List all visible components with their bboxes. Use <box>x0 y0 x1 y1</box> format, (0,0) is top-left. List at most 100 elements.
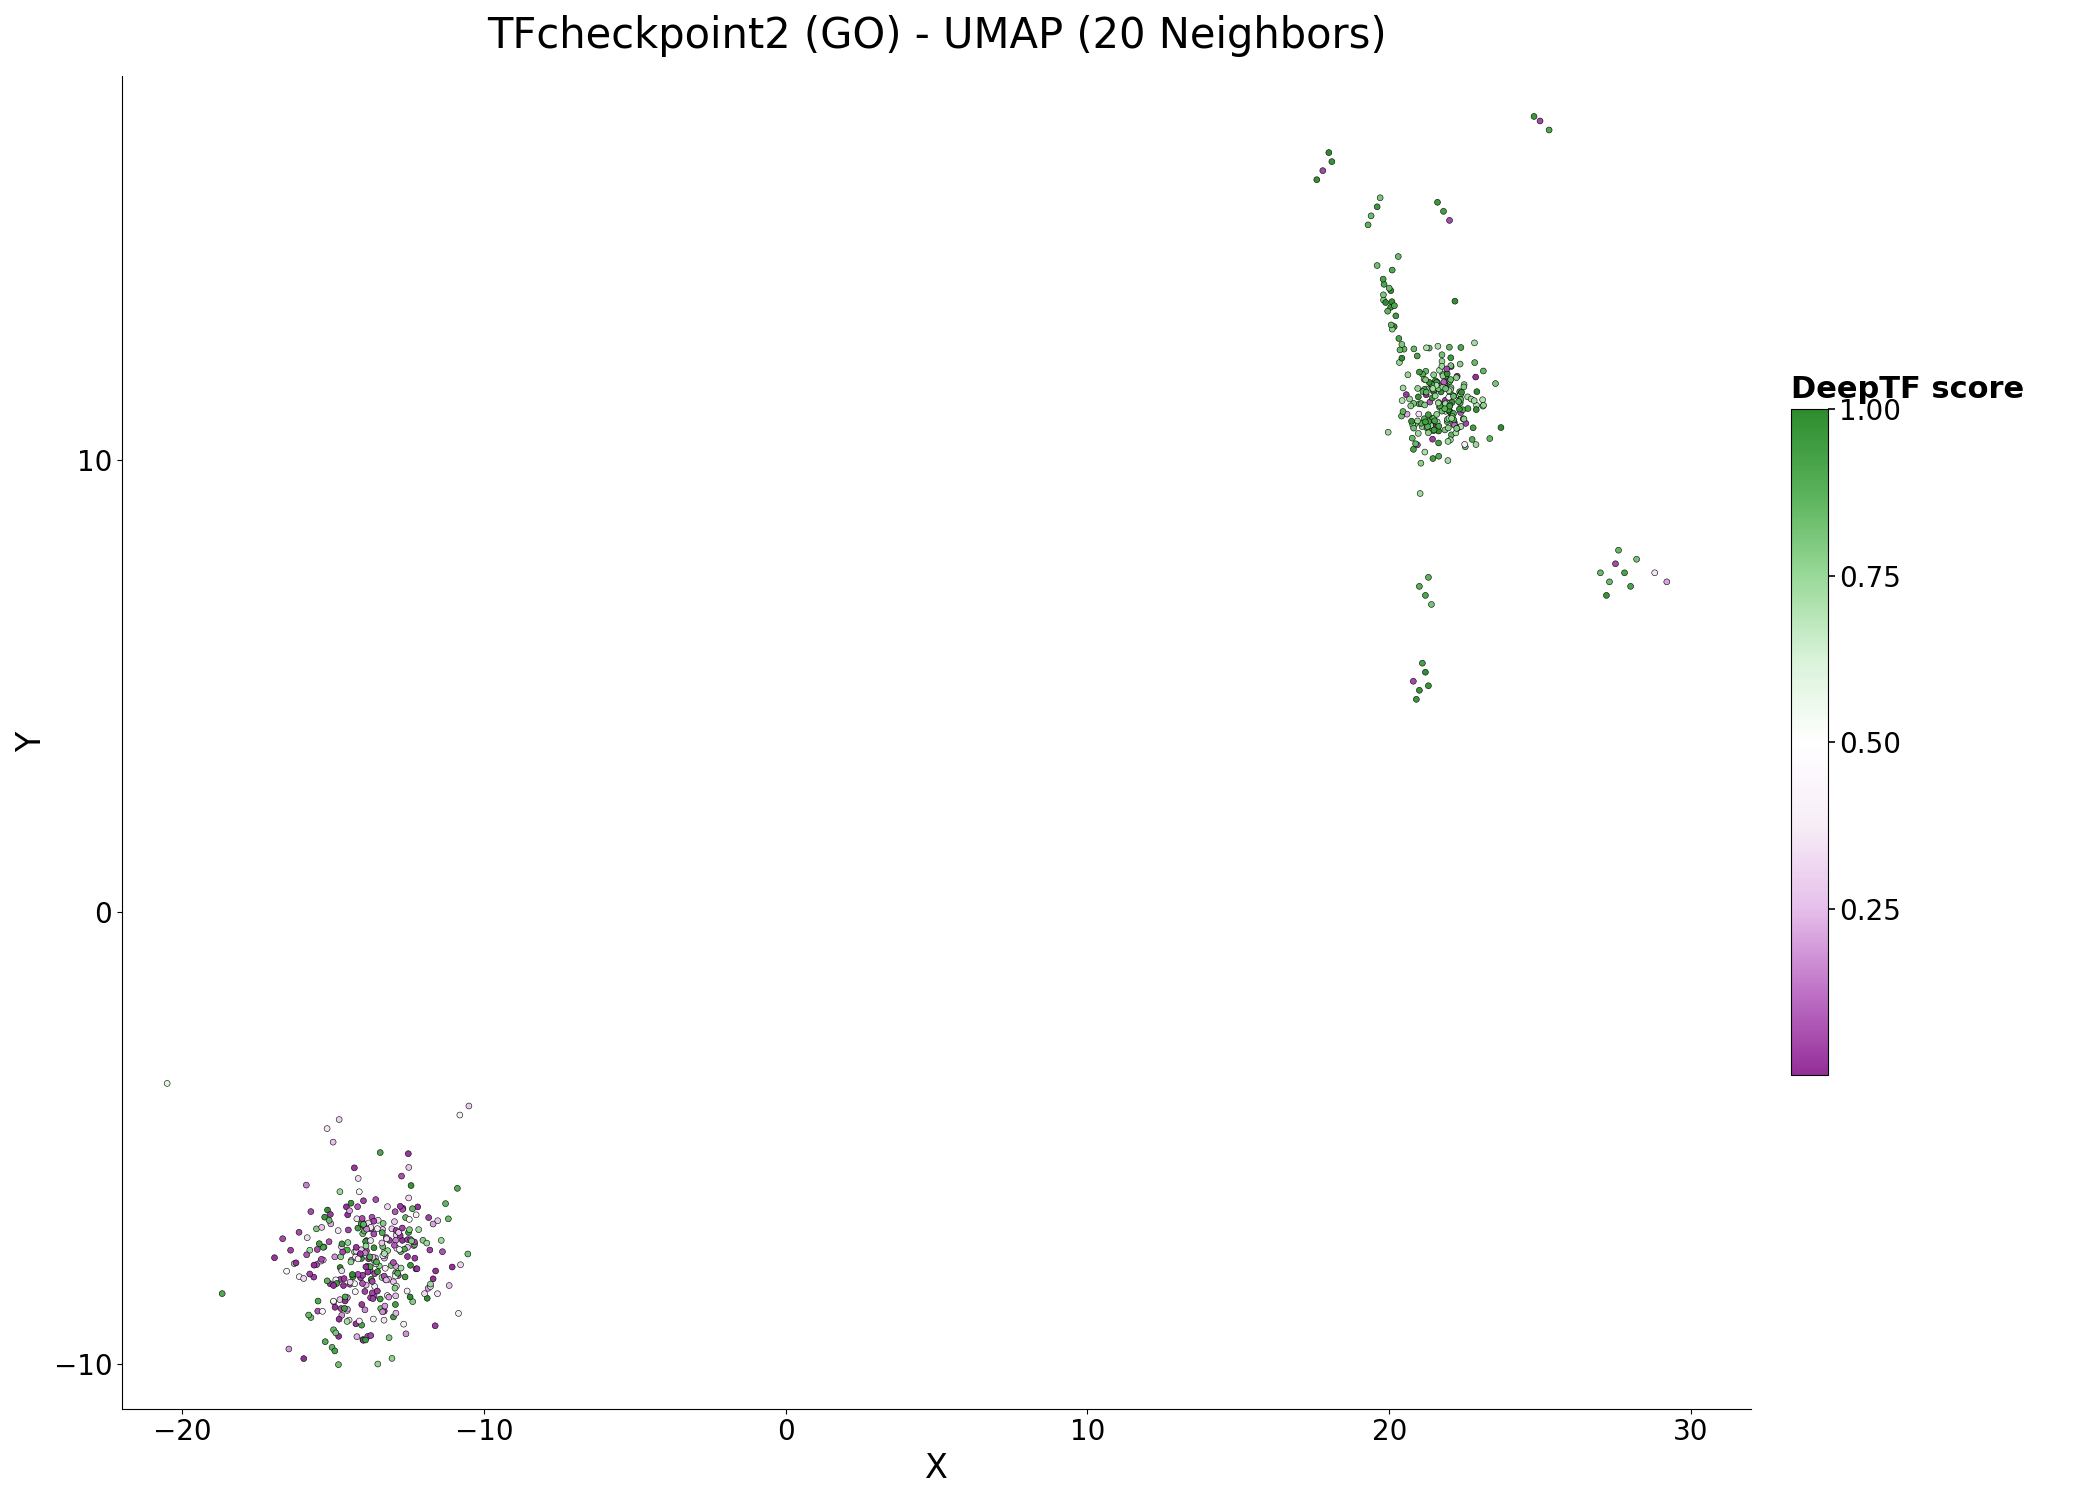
Point <box>1455 416 1489 440</box>
Point <box>1409 380 1443 404</box>
Point <box>1424 394 1457 418</box>
Text: DeepTF score: DeepTF score <box>1791 375 2024 404</box>
Point <box>1407 406 1441 430</box>
Point <box>317 1245 351 1269</box>
Point <box>365 1244 399 1268</box>
Point <box>1447 406 1480 430</box>
Point <box>384 1224 418 1248</box>
Point <box>151 1071 185 1095</box>
Point <box>353 1286 386 1310</box>
Point <box>363 1254 397 1278</box>
Point <box>359 1188 393 1212</box>
Point <box>424 1228 458 1252</box>
Point <box>1430 362 1464 386</box>
Point <box>326 1304 359 1328</box>
Point <box>359 1250 393 1274</box>
Point <box>1445 387 1478 411</box>
Point <box>378 1284 412 1308</box>
Point <box>294 1200 328 1224</box>
Point <box>1413 413 1447 436</box>
Point <box>380 1218 414 1242</box>
Point <box>433 1208 466 1231</box>
Point <box>323 1287 357 1311</box>
Point <box>340 1208 374 1231</box>
Point <box>365 1218 399 1242</box>
Point <box>307 1299 340 1323</box>
Point <box>344 1206 378 1230</box>
Point <box>346 1221 380 1245</box>
Point <box>351 1216 384 1240</box>
Point <box>357 1222 391 1246</box>
Point <box>330 1196 363 1219</box>
Point <box>382 1221 416 1245</box>
Point <box>1460 432 1493 456</box>
Point <box>353 1245 386 1269</box>
Point <box>1434 423 1468 447</box>
Point <box>1403 678 1436 702</box>
Point <box>368 1257 401 1281</box>
Point <box>1300 168 1334 192</box>
Point <box>365 1212 399 1236</box>
Point <box>1436 384 1470 408</box>
Point <box>1367 267 1401 291</box>
Point <box>1415 592 1449 616</box>
Point <box>1403 574 1436 598</box>
Point <box>1432 416 1466 440</box>
Point <box>1418 406 1451 430</box>
Point <box>370 1268 403 1292</box>
Point <box>349 1256 382 1280</box>
Point <box>426 1239 460 1263</box>
Point <box>313 1203 346 1227</box>
Point <box>1592 570 1625 594</box>
Point <box>1411 422 1445 446</box>
Point <box>344 1246 378 1270</box>
Point <box>206 1281 239 1305</box>
Point <box>338 1245 372 1269</box>
Point <box>1451 386 1485 410</box>
Point <box>416 1212 449 1236</box>
Point <box>304 1250 338 1274</box>
Point <box>380 1262 414 1286</box>
Point <box>357 1248 391 1272</box>
Point <box>382 1238 416 1262</box>
Point <box>1445 381 1478 405</box>
Point <box>1396 669 1430 693</box>
Point <box>313 1230 346 1254</box>
Point <box>378 1276 412 1300</box>
Point <box>393 1286 426 1310</box>
Point <box>1428 370 1462 394</box>
Point <box>1409 410 1443 434</box>
Point <box>355 1216 388 1240</box>
Point <box>1403 402 1436 426</box>
Point <box>1460 393 1493 417</box>
Point <box>1432 209 1466 232</box>
Point <box>336 1263 370 1287</box>
Point <box>359 1246 393 1270</box>
Point <box>1432 398 1466 422</box>
Point <box>328 1274 361 1298</box>
Point <box>1447 406 1480 430</box>
Point <box>376 1347 410 1371</box>
Point <box>1428 388 1462 412</box>
Point <box>346 1263 380 1287</box>
Point <box>1399 687 1432 711</box>
Point <box>380 1300 414 1324</box>
Point <box>391 1280 424 1304</box>
Point <box>344 1238 378 1262</box>
Point <box>1426 344 1460 368</box>
Point <box>1394 394 1428 418</box>
Point <box>378 1228 412 1252</box>
Point <box>368 1244 401 1268</box>
Point <box>372 1326 405 1350</box>
Point <box>370 1226 403 1250</box>
Point <box>1428 399 1462 423</box>
Point <box>317 1130 351 1154</box>
Point <box>1350 213 1384 237</box>
Point <box>1401 410 1434 434</box>
Point <box>330 1238 363 1262</box>
Point <box>378 1264 412 1288</box>
Point <box>342 1246 376 1270</box>
Point <box>300 1288 334 1312</box>
Point <box>1405 414 1439 438</box>
Point <box>1361 254 1394 278</box>
